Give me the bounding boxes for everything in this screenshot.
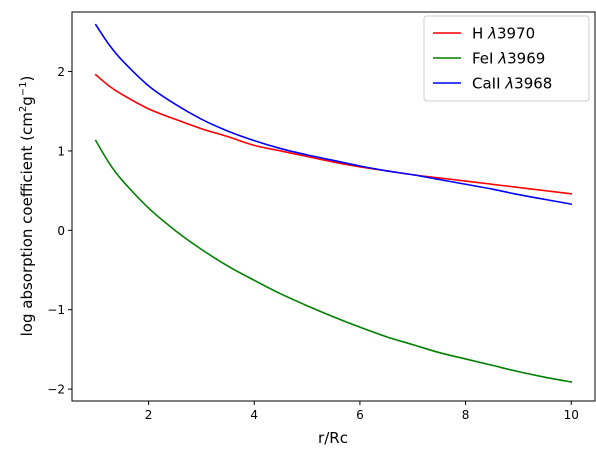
y-tick-label: −1 [47,303,65,317]
y-tick-label: −2 [47,383,65,397]
y-axis-ticks: −2 −1 0 1 2 [47,65,72,397]
legend-label: CaII λ3968 [472,75,552,93]
x-axis-ticks: 2 4 6 8 10 [145,401,579,422]
y-axis-label-sup2: −1 [18,82,29,97]
y-tick-label: 0 [57,224,65,238]
y-tick-label: 2 [57,65,65,79]
x-tick-label: 2 [145,408,153,422]
x-tick-label: 4 [250,408,258,422]
y-axis-label: log absorption coefficient (cm2g−1) [18,76,36,337]
y-axis-label-sup1: 2 [18,106,29,112]
legend-entries: H λ3970 FeI λ3969 CaII λ3968 [433,25,552,93]
series-line-2 [94,23,573,206]
legend-label: FeI λ3969 [472,50,545,68]
x-axis-label: r/Rc [318,429,348,447]
legend-label: H λ3970 [472,25,535,43]
series-line-1 [94,139,573,383]
y-tick-label: 1 [57,144,65,158]
series-layer [94,23,573,383]
series-line-0 [94,73,573,195]
x-tick-label: 6 [356,408,364,422]
y-axis-label-prefix: log absorption coefficient (cm [18,112,36,336]
legend: H λ3970 FeI λ3969 CaII λ3968 [423,15,590,102]
x-tick-label: 8 [462,408,470,422]
legend-box [423,15,590,102]
x-tick-label: 10 [564,408,579,422]
y-axis-label-suffix: ) [18,76,36,82]
plot-frame [71,11,596,402]
y-axis-label-mid: g [18,96,36,106]
